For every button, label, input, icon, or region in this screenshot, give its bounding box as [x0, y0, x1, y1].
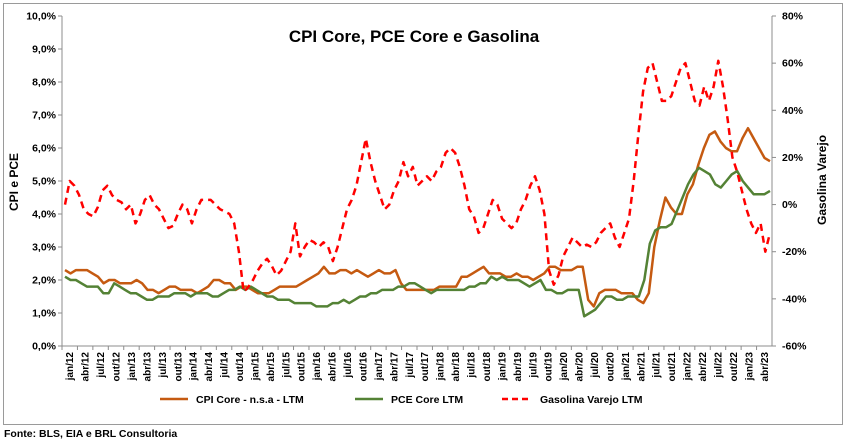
- x-tick-label: jan/22: [683, 352, 694, 382]
- legend-label-cpi: CPI Core - n.s.a - LTM: [196, 394, 304, 406]
- x-tick-label: jul/18: [467, 352, 478, 379]
- x-tick-label: jul/12: [96, 352, 107, 379]
- x-tick-label: jul/13: [158, 352, 169, 379]
- x-tick-label: abr/17: [389, 352, 400, 382]
- x-tick-label: abr/19: [513, 352, 524, 382]
- x-tick-label: out/18: [482, 352, 493, 382]
- x-tick-label: abr/23: [760, 352, 771, 382]
- y-left-tick-label: 10,0%: [26, 11, 56, 23]
- y-left-tick-label: 4,0%: [32, 209, 57, 221]
- x-tick-label: abr/14: [204, 352, 215, 382]
- axes: 0,0% 1,0% 2,0% 3,0% 4,0% 5,0% 6,0% 7,0% 8,0% 9,0%…: [26, 11, 807, 382]
- series-gasolina: [63, 59, 772, 294]
- chart-title: CPI Core, PCE Core e Gasolina: [289, 27, 540, 46]
- x-tick-label: jan/12: [65, 352, 76, 382]
- y-right-tick-label: -40%: [782, 293, 807, 305]
- x-tick-label: out/20: [605, 352, 616, 382]
- x-tick-label: out/15: [297, 352, 308, 382]
- x-tick-label: abr/22: [698, 352, 709, 382]
- x-tick-label: out/17: [420, 352, 431, 382]
- x-tick-label: abr/16: [328, 352, 339, 382]
- y-left-tick-label: 2,0%: [32, 275, 57, 287]
- x-tick-label: abr/12: [81, 352, 92, 382]
- x-tick-label: jan/21: [621, 352, 632, 382]
- y-left-tick-label: 9,0%: [32, 44, 57, 56]
- x-tick-label: jan/17: [374, 352, 385, 382]
- x-tick-label: out/13: [173, 352, 184, 382]
- x-tick-label: jan/15: [250, 352, 261, 382]
- x-tick-label: jan/13: [127, 352, 138, 382]
- x-tick-label: jan/18: [436, 352, 447, 382]
- y-right-tick-label: -60%: [782, 341, 807, 353]
- y-left-tick-label: 3,0%: [32, 242, 57, 254]
- y-right-tick-label: 40%: [782, 105, 804, 117]
- y-axis-right-label: Gasolina Varejo: [815, 135, 829, 225]
- x-tick-label: jul/14: [220, 352, 231, 379]
- x-tick-label: jan/20: [559, 352, 570, 382]
- x-tick-label: out/16: [358, 352, 369, 382]
- x-tick-label: jul/17: [405, 352, 416, 379]
- x-tick-label: out/19: [544, 352, 555, 382]
- x-tick-label: out/21: [667, 352, 678, 382]
- x-tick-label: jul/22: [713, 352, 724, 379]
- y-right-tick-label: 0%: [782, 199, 798, 211]
- x-tick-label: out/12: [112, 352, 123, 382]
- series-cpi-core: [64, 126, 771, 308]
- x-tick-label: jul/19: [528, 352, 539, 379]
- x-tick-label: abr/21: [636, 352, 647, 382]
- y-left-tick-label: 6,0%: [32, 143, 57, 155]
- x-tick-label: out/22: [729, 352, 740, 382]
- x-tick-label: jul/21: [652, 352, 663, 379]
- series-layer: [63, 59, 772, 318]
- x-tick-label: abr/20: [575, 352, 586, 382]
- legend-label-pce: PCE Core LTM: [391, 394, 463, 406]
- x-tick-label: abr/13: [142, 352, 153, 382]
- legend: CPI Core - n.s.a - LTM PCE Core LTM Gaso…: [160, 394, 643, 406]
- y-left-tick-label: 0,0%: [32, 341, 57, 353]
- x-tick-label: abr/18: [451, 352, 462, 382]
- y-right-tick-label: -20%: [782, 246, 807, 258]
- y-left-tick-label: 8,0%: [32, 77, 57, 89]
- x-tick-label: jan/23: [744, 352, 755, 382]
- y-axis-left-label: CPI e PCE: [7, 153, 21, 211]
- y-right-tick-label: 80%: [782, 11, 804, 23]
- y-left-tick-label: 5,0%: [32, 176, 57, 188]
- x-tick-label: jul/16: [343, 352, 354, 379]
- y-right-tick-label: 60%: [782, 58, 804, 70]
- x-tick-label: jan/16: [312, 352, 323, 382]
- chart-frame: [3, 3, 843, 425]
- x-tick-label: jul/20: [590, 352, 601, 379]
- x-tick-label: jul/15: [281, 352, 292, 379]
- legend-label-gas: Gasolina Varejo LTM: [540, 394, 643, 406]
- x-tick-label: jan/14: [189, 352, 200, 382]
- source-note: Fonte: BLS, EIA e BRL Consultoria: [4, 428, 178, 440]
- y-right-tick-label: 20%: [782, 152, 804, 164]
- x-tick-label: jan/19: [497, 352, 508, 382]
- series-pce-core: [64, 166, 771, 318]
- y-left-tick-label: 1,0%: [32, 308, 57, 320]
- x-tick-label: out/14: [235, 352, 246, 382]
- x-tick-label: abr/15: [266, 352, 277, 382]
- y-left-tick-label: 7,0%: [32, 110, 57, 122]
